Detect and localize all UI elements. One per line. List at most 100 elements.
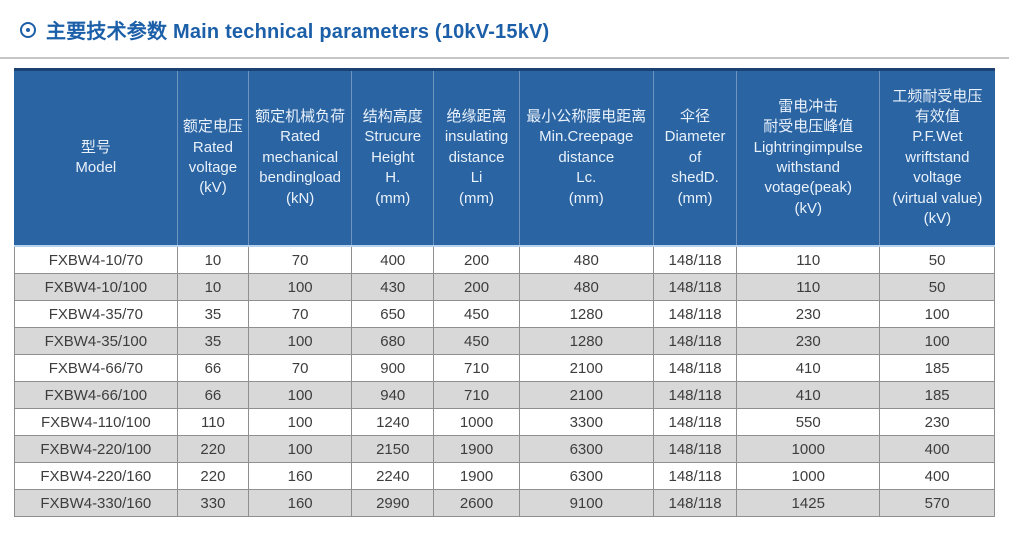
table-cell-height: 650: [351, 300, 435, 328]
table-cell-insulating: 450: [433, 300, 520, 328]
table-row: FXBW4-10/70 10 70 400 200 480 148/118 110 50: [14, 245, 995, 274]
table-row: FXBW4-220/100 220 100 2150 1900 6300 148/118 10…: [14, 435, 995, 463]
table-cell-pf: 400: [879, 462, 995, 490]
table-cell-creepage: 480: [518, 273, 654, 301]
table-cell-model: FXBW4-35/100: [14, 327, 178, 355]
table-body: FXBW4-10/70 10 70 400 200 480 148/118 110 50 FXBW…: [14, 245, 995, 517]
table-cell-load: 70: [248, 354, 353, 382]
table-cell-height: 400: [351, 245, 435, 274]
table-cell-creepage: 2100: [518, 381, 654, 409]
table-cell-load: 160: [248, 489, 353, 517]
column-header-insulating: 绝缘距离 insulating distance Li (mm): [433, 68, 520, 247]
table-cell-load: 100: [248, 435, 353, 463]
table-cell-pf: 570: [879, 489, 995, 517]
table-cell-insulating: 2600: [433, 489, 520, 517]
table-cell-shed: 148/118: [652, 300, 738, 328]
table-cell-voltage: 66: [176, 381, 250, 409]
page-header: 主要技术参数 Main technical parameters (10kV-1…: [0, 0, 1009, 57]
page-title: 主要技术参数 Main technical parameters (10kV-1…: [46, 21, 550, 43]
table-cell-insulating: 200: [433, 245, 520, 274]
table-cell-voltage: 220: [176, 435, 250, 463]
table-row: FXBW4-220/160 220 160 2240 1900 6300 148/118 10…: [14, 462, 995, 490]
table-cell-model: FXBW4-66/100: [14, 381, 178, 409]
table-cell-creepage: 6300: [518, 435, 654, 463]
table-cell-voltage: 330: [176, 489, 250, 517]
column-header-shed: 伞径 Diameter of shedD. (mm): [652, 68, 737, 247]
table-cell-impulse: 410: [736, 381, 881, 409]
table-cell-model: FXBW4-10/70: [14, 245, 178, 274]
table-cell-height: 2240: [351, 462, 435, 490]
table-cell-creepage: 6300: [518, 462, 654, 490]
table-cell-model: FXBW4-220/160: [14, 462, 178, 490]
table-cell-shed: 148/118: [652, 245, 738, 274]
table-cell-model: FXBW4-110/100: [14, 408, 178, 436]
table-cell-model: FXBW4-35/70: [14, 300, 178, 328]
parameters-table: 型号 Model 额定电压 Rated voltage (kV) 额定机械负荷 …: [14, 68, 995, 517]
table-cell-height: 900: [351, 354, 435, 382]
table-cell-pf: 100: [879, 300, 995, 328]
table-row: FXBW4-66/70 66 70 900 710 2100 148/118 410 185: [14, 354, 995, 382]
table-cell-voltage: 110: [176, 408, 250, 436]
table-cell-pf: 185: [879, 381, 995, 409]
table-cell-shed: 148/118: [652, 408, 738, 436]
table-cell-load: 160: [248, 462, 353, 490]
column-header-creepage: 最小公称腰电距离 Min.Creepage distance Lc. (mm): [518, 68, 654, 247]
table-cell-voltage: 10: [176, 273, 250, 301]
column-header-model: 型号 Model: [14, 68, 178, 247]
table-cell-shed: 148/118: [652, 354, 738, 382]
table-cell-impulse: 550: [736, 408, 881, 436]
table-row: FXBW4-66/100 66 100 940 710 2100 148/118 410 185: [14, 381, 995, 409]
table-cell-load: 100: [248, 381, 353, 409]
table-cell-model: FXBW4-330/160: [14, 489, 178, 517]
table-cell-height: 430: [351, 273, 435, 301]
title-separator: [0, 57, 1009, 59]
table-row: FXBW4-35/70 35 70 650 450 1280 148/118 230 100: [14, 300, 995, 328]
table-cell-insulating: 1000: [433, 408, 520, 436]
table-cell-height: 680: [351, 327, 435, 355]
table-cell-creepage: 480: [518, 245, 654, 274]
table-row: FXBW4-10/100 10 100 430 200 480 148/118 110 50: [14, 273, 995, 301]
table-cell-shed: 148/118: [652, 435, 738, 463]
table-cell-shed: 148/118: [652, 489, 738, 517]
table-cell-pf: 230: [879, 408, 995, 436]
table-cell-height: 940: [351, 381, 435, 409]
circled-dot-icon: [20, 21, 36, 38]
table-cell-load: 100: [248, 408, 353, 436]
table-cell-insulating: 1900: [433, 462, 520, 490]
table-cell-creepage: 1280: [518, 327, 654, 355]
table-cell-voltage: 10: [176, 245, 250, 274]
column-header-impulse: 雷电冲击 耐受电压峰值 Lightringimpulse withstand v…: [736, 68, 880, 247]
table-cell-insulating: 710: [433, 381, 520, 409]
column-header-voltage: 额定电压 Rated voltage (kV): [176, 68, 249, 247]
table-cell-load: 70: [248, 300, 353, 328]
table-cell-load: 100: [248, 273, 353, 301]
column-header-pf: 工频耐受电压 有效值 P.F.Wet wriftstand voltage (v…: [879, 68, 995, 247]
table-cell-impulse: 1000: [736, 462, 881, 490]
table-cell-load: 70: [248, 245, 353, 274]
table-cell-impulse: 230: [736, 300, 881, 328]
table-row: FXBW4-110/100 110 100 1240 1000 3300 148/118 55…: [14, 408, 995, 436]
table-cell-impulse: 1000: [736, 435, 881, 463]
table-cell-pf: 400: [879, 435, 995, 463]
table-cell-pf: 100: [879, 327, 995, 355]
table-cell-insulating: 710: [433, 354, 520, 382]
column-header-height: 结构高度 Strucure Height H. (mm): [351, 68, 434, 247]
table-cell-height: 2150: [351, 435, 435, 463]
column-header-load: 额定机械负荷 Rated mechanical bendingload (kN): [248, 68, 352, 247]
table-cell-shed: 148/118: [652, 381, 738, 409]
table-cell-pf: 50: [879, 245, 995, 274]
table-cell-voltage: 35: [176, 327, 250, 355]
table-cell-insulating: 1900: [433, 435, 520, 463]
table-cell-shed: 148/118: [652, 273, 738, 301]
table-cell-voltage: 35: [176, 300, 250, 328]
table-row: FXBW4-35/100 35 100 680 450 1280 148/118 230 100: [14, 327, 995, 355]
table-header-row: 型号 Model 额定电压 Rated voltage (kV) 额定机械负荷 …: [14, 68, 995, 247]
table-cell-creepage: 3300: [518, 408, 654, 436]
table-cell-shed: 148/118: [652, 327, 738, 355]
table-cell-model: FXBW4-10/100: [14, 273, 178, 301]
table-cell-pf: 50: [879, 273, 995, 301]
table-cell-insulating: 200: [433, 273, 520, 301]
table-cell-model: FXBW4-66/70: [14, 354, 178, 382]
table-cell-voltage: 66: [176, 354, 250, 382]
table-cell-impulse: 1425: [736, 489, 881, 517]
